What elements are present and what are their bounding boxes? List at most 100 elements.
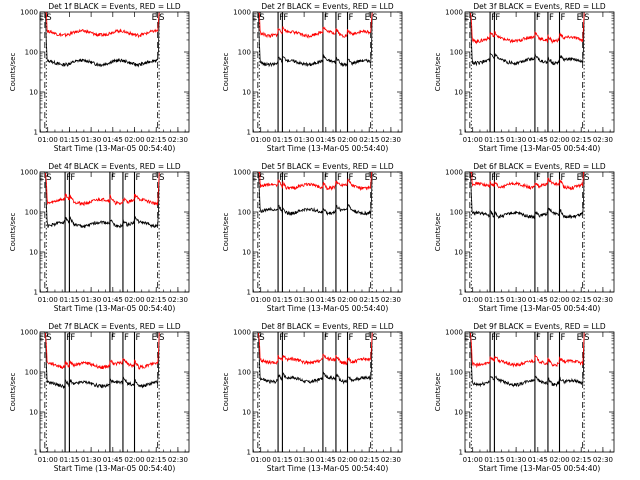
x-tick-label: 01:45 [528,136,548,144]
x-tick-label: 02:15 [146,456,166,464]
x-axis-label: Start Time (13-Mar-05 00:54:40) [54,304,176,313]
marker-label: F [124,333,129,343]
x-tick-label: 01:00 [38,456,58,464]
x-axis-label: Start Time (13-Mar-05 00:54:40) [267,144,389,153]
x-tick-label: 01:30 [294,136,314,144]
marker-label: F [66,333,71,343]
y-tick-label: 100 [238,209,251,217]
panel-title: Det 1f BLACK = Events, RED = LLD [48,2,181,11]
x-tick-label: 01:00 [463,136,483,144]
marker-label: E [152,173,157,183]
marker-label: E [365,173,370,183]
marker-label: S [46,13,51,23]
x-tick-label: 01:15 [484,296,504,304]
detector-panel-8: Det 8f BLACK = Events, RED = LLD 1 10 100 10… [222,322,403,473]
x-tick-label: 01:00 [463,456,483,464]
y-axis-label: Counts/sec [434,53,442,92]
marker-label: F [111,333,116,343]
x-tick-label: 02:15 [359,456,379,464]
plot-frame [39,171,190,293]
series-line-events [470,12,585,67]
marker-label: S [372,173,377,183]
y-axis-label: Counts/sec [9,213,17,252]
marker-label: S [584,333,589,343]
x-tick-label: 02:15 [359,296,379,304]
marker-label: F [337,173,342,183]
x-tick-label: 01:00 [38,296,58,304]
plot-frame [39,11,190,133]
marker-label: F [549,13,554,23]
panel-title: Det 7f BLACK = Events, RED = LLD [48,322,181,331]
x-axis-label: Start Time (13-Mar-05 00:54:40) [54,464,176,473]
y-tick-label: 10 [242,89,251,97]
marker-label: E [152,333,157,343]
x-tick-label: 01:15 [59,136,79,144]
marker-label: F [349,173,354,183]
y-tick-label: 100 [450,369,463,377]
marker-label: F [70,333,75,343]
marker-label: S [259,333,264,343]
series-line-events [45,12,160,68]
x-tick-label: 01:00 [251,296,271,304]
marker-label: F [324,333,329,343]
y-axis-label: Counts/sec [434,373,442,412]
x-tick-label: 02:00 [549,296,569,304]
x-tick-label: 01:00 [38,136,58,144]
y-tick-label: 1000 [233,329,251,337]
marker-label: S [259,173,264,183]
x-axis-label: Start Time (13-Mar-05 00:54:40) [479,144,601,153]
series-line-lld [470,332,585,369]
x-tick-label: 01:15 [59,456,79,464]
plot-frame [252,171,403,293]
x-tick-label: 02:30 [593,296,613,304]
series-line-events [45,172,160,229]
marker-label: F [495,13,500,23]
x-tick-label: 02:30 [381,136,401,144]
marker-label: F [349,13,354,23]
x-tick-label: 02:30 [593,456,613,464]
marker-label: E [577,13,582,23]
x-tick-label: 01:30 [506,136,526,144]
panel-title: Det 5f BLACK = Events, RED = LLD [261,162,394,171]
y-tick-label: 10 [242,249,251,257]
panel-title: Det 8f BLACK = Events, RED = LLD [261,322,394,331]
marker-label: E [577,173,582,183]
series-line-lld [45,12,160,39]
y-axis-label: Counts/sec [222,213,230,252]
marker-label: S [159,333,164,343]
marker-label: S [159,13,164,23]
y-tick-label: 1 [34,449,38,457]
marker-label: S [471,13,476,23]
marker-label: F [124,173,129,183]
x-tick-label: 01:15 [272,296,292,304]
marker-label: F [495,173,500,183]
series-line-events [45,332,160,390]
marker-label: F [111,173,116,183]
y-tick-label: 100 [238,49,251,57]
marker-label: F [536,173,541,183]
x-tick-label: 01:30 [81,296,101,304]
marker-label: S [46,333,51,343]
series-line-lld [45,332,160,371]
x-tick-label: 01:45 [103,456,123,464]
marker-label: F [337,333,342,343]
plot-frame [464,171,615,293]
marker-label: F [279,173,284,183]
marker-label: F [549,333,554,343]
detector-panel-2: Det 2f BLACK = Events, RED = LLD 1 10 100 10… [222,2,403,153]
marker-label: F [549,173,554,183]
x-tick-label: 01:30 [506,456,526,464]
panel-title: Det 4f BLACK = Events, RED = LLD [48,162,181,171]
y-tick-label: 10 [29,249,38,257]
x-tick-label: 02:30 [168,136,188,144]
marker-label: S [471,333,476,343]
y-axis-label: Counts/sec [9,373,17,412]
y-tick-label: 1000 [20,329,38,337]
series-line-events [470,172,585,220]
y-tick-label: 1000 [20,169,38,177]
y-tick-label: 1000 [233,169,251,177]
marker-label: F [136,333,141,343]
y-axis-label: Counts/sec [222,373,230,412]
marker-label: F [283,333,288,343]
marker-label: S [372,333,377,343]
